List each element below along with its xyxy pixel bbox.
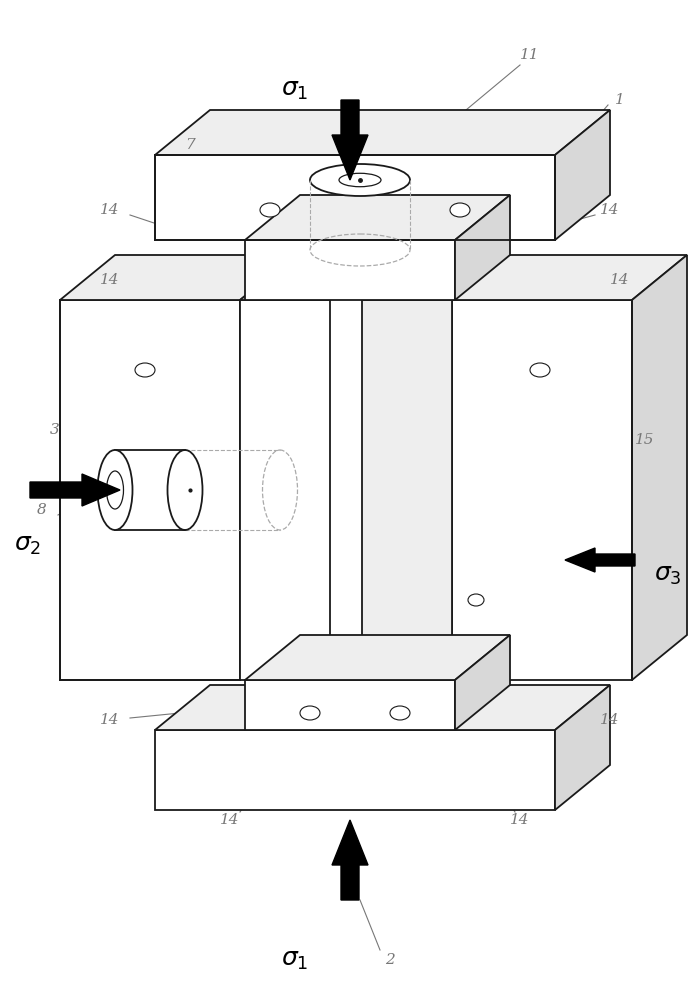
Text: 7: 7 bbox=[185, 138, 195, 152]
Polygon shape bbox=[245, 635, 510, 680]
Ellipse shape bbox=[450, 203, 470, 217]
Text: $\sigma_1$: $\sigma_1$ bbox=[282, 948, 309, 972]
Ellipse shape bbox=[98, 450, 132, 530]
Text: 14: 14 bbox=[100, 203, 120, 217]
Ellipse shape bbox=[339, 173, 381, 187]
Text: 15: 15 bbox=[635, 433, 655, 447]
Ellipse shape bbox=[468, 594, 484, 606]
FancyArrow shape bbox=[332, 820, 368, 900]
Polygon shape bbox=[452, 255, 687, 300]
Ellipse shape bbox=[310, 164, 410, 196]
Polygon shape bbox=[455, 195, 510, 300]
Ellipse shape bbox=[300, 706, 320, 720]
Polygon shape bbox=[155, 730, 555, 810]
Ellipse shape bbox=[390, 706, 410, 720]
Text: 2: 2 bbox=[385, 953, 395, 967]
Text: $\sigma_2$: $\sigma_2$ bbox=[15, 533, 42, 557]
Polygon shape bbox=[60, 300, 240, 680]
Polygon shape bbox=[245, 680, 455, 730]
FancyArrow shape bbox=[332, 100, 368, 180]
Text: 8: 8 bbox=[37, 503, 47, 517]
Polygon shape bbox=[245, 195, 510, 240]
Polygon shape bbox=[555, 685, 610, 810]
Polygon shape bbox=[632, 255, 687, 680]
Text: 11: 11 bbox=[520, 48, 540, 62]
Polygon shape bbox=[240, 300, 330, 680]
Text: $\sigma_3$: $\sigma_3$ bbox=[654, 563, 682, 587]
Text: $\sigma_1$: $\sigma_1$ bbox=[282, 78, 309, 102]
Text: 14: 14 bbox=[610, 273, 630, 287]
Polygon shape bbox=[155, 685, 610, 730]
Ellipse shape bbox=[530, 363, 550, 377]
Ellipse shape bbox=[260, 203, 280, 217]
Polygon shape bbox=[60, 255, 295, 300]
Text: 14: 14 bbox=[220, 813, 239, 827]
Text: 14: 14 bbox=[600, 203, 620, 217]
Polygon shape bbox=[240, 255, 385, 300]
Text: 14: 14 bbox=[510, 813, 530, 827]
FancyArrow shape bbox=[30, 474, 120, 506]
Polygon shape bbox=[155, 110, 610, 155]
Polygon shape bbox=[362, 255, 507, 300]
Text: 14: 14 bbox=[100, 713, 120, 727]
Polygon shape bbox=[555, 110, 610, 240]
Text: 3: 3 bbox=[50, 423, 60, 437]
Text: 1: 1 bbox=[615, 93, 625, 107]
FancyArrow shape bbox=[565, 548, 635, 572]
Polygon shape bbox=[452, 300, 632, 680]
Text: 14: 14 bbox=[100, 273, 120, 287]
Polygon shape bbox=[455, 635, 510, 730]
Ellipse shape bbox=[107, 471, 123, 509]
Polygon shape bbox=[362, 300, 452, 680]
Ellipse shape bbox=[135, 363, 155, 377]
Polygon shape bbox=[155, 155, 555, 240]
Text: 14: 14 bbox=[600, 713, 620, 727]
Polygon shape bbox=[245, 240, 455, 300]
